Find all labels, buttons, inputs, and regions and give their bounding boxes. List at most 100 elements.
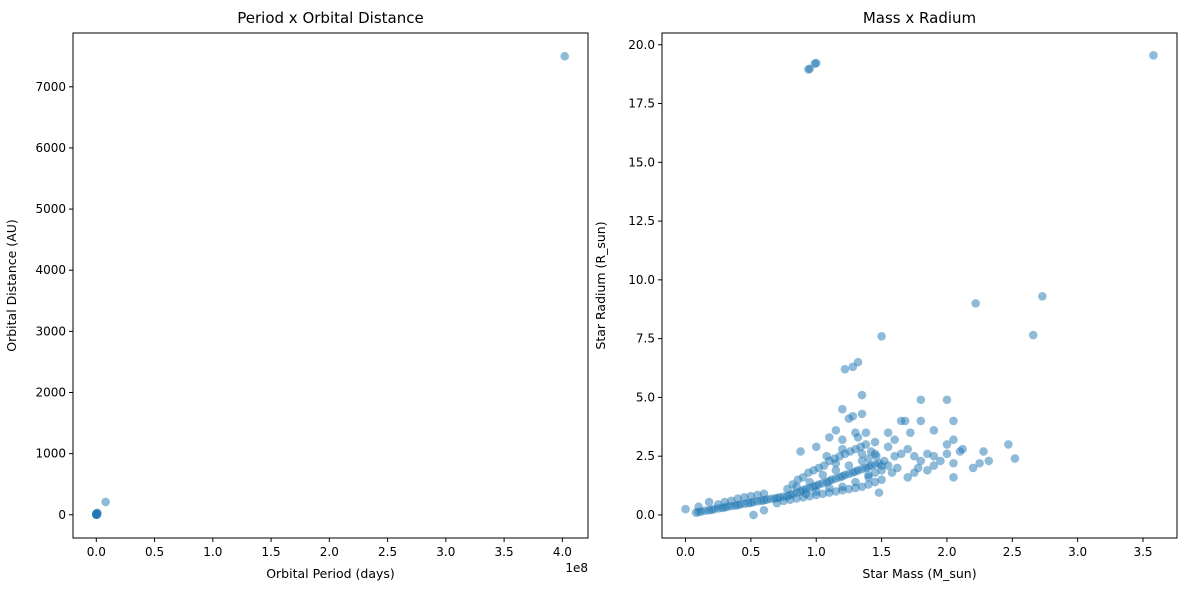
data-point [726, 496, 736, 506]
y-tick-label: 1000 [35, 447, 66, 461]
data-point [831, 426, 841, 435]
data-point [870, 477, 880, 487]
y-tick-label: 5.0 [636, 390, 655, 404]
y-tick-label: 17.5 [628, 97, 655, 111]
y-tick-label: 5000 [35, 202, 66, 216]
data-point [818, 489, 828, 499]
data-point [877, 331, 886, 341]
scatter-points [681, 51, 1158, 520]
data-point [805, 477, 814, 487]
x-tick-label: 0.0 [676, 545, 695, 559]
x-axis-label: Orbital Period (days) [266, 566, 395, 581]
data-point [772, 498, 782, 508]
data-point [92, 508, 102, 518]
data-point [101, 497, 110, 507]
data-point [877, 475, 886, 484]
data-point [857, 456, 867, 466]
chart-mass-radium: 0.0 0.5 1.0 1.5 2.0 2.5 3.0 3.5 0.0 2.5 5.0 7.5 10.0… [593, 9, 1178, 581]
data-point [883, 461, 893, 470]
data-point [838, 435, 847, 445]
data-point [892, 463, 902, 473]
data-point [838, 444, 847, 454]
data-point [883, 428, 893, 437]
data-point [848, 411, 858, 421]
data-point [942, 395, 952, 405]
data-point [968, 463, 978, 473]
data-point [681, 504, 690, 514]
data-point [759, 505, 769, 515]
data-point [853, 357, 863, 367]
x-tick-label: 2.0 [937, 545, 956, 559]
data-point [792, 482, 801, 492]
data-point [864, 480, 873, 489]
x-tick-label: 0.0 [87, 545, 106, 559]
x-tick-label: 2.5 [1003, 545, 1022, 559]
data-point [851, 428, 860, 437]
data-point [805, 64, 814, 74]
data-point [1004, 440, 1013, 449]
data-point [840, 364, 850, 374]
data-point [916, 456, 926, 466]
scatter-points [92, 51, 569, 520]
data-point [870, 437, 880, 447]
y-tick-label: 6000 [35, 141, 66, 155]
data-point [949, 416, 958, 426]
data-point [923, 449, 932, 459]
y-axis: 0.0 2.5 5.0 7.5 10.0 12.5 15.0 17.5 20.0 [628, 38, 662, 522]
data-point [883, 442, 893, 452]
x-tick-label: 3.5 [495, 545, 514, 559]
data-point [818, 470, 828, 480]
y-tick-label: 0.0 [636, 508, 655, 522]
x-offset-label: 1e8 [565, 561, 588, 575]
data-point [942, 440, 952, 449]
x-tick-label: 1.0 [203, 545, 222, 559]
data-point [890, 435, 899, 445]
data-point [811, 487, 821, 496]
y-tick-label: 20.0 [628, 38, 655, 52]
data-point [749, 510, 758, 520]
data-point [975, 458, 984, 468]
y-tick-label: 3000 [35, 324, 66, 338]
data-point [936, 456, 945, 466]
data-point [733, 494, 743, 503]
chart-title: Period x Orbital Distance [237, 9, 423, 27]
data-point [874, 488, 884, 497]
chart-period-distance: 0.0 0.5 1.0 1.5 2.0 2.5 3.0 3.5 4.0 0 1000 2000 3000… [4, 9, 589, 581]
data-point [870, 468, 880, 477]
data-point [740, 493, 749, 502]
x-tick-label: 4.0 [553, 545, 572, 559]
data-point [694, 502, 703, 512]
data-point [949, 473, 958, 482]
x-tick-label: 2.5 [378, 545, 397, 559]
y-tick-label: 7.5 [636, 332, 655, 346]
y-tick-label: 12.5 [628, 214, 655, 228]
y-axis-label: Orbital Distance (AU) [4, 219, 19, 351]
data-point [838, 482, 847, 492]
data-point [857, 409, 867, 419]
data-point [704, 497, 714, 507]
data-point [929, 461, 939, 470]
x-tick-label: 3.0 [436, 545, 455, 559]
data-point [857, 449, 867, 459]
y-tick-label: 2000 [35, 385, 66, 399]
data-point [906, 428, 915, 437]
data-point [1010, 454, 1020, 463]
data-point [796, 447, 805, 456]
data-point [720, 497, 730, 507]
data-point [929, 451, 939, 461]
y-axis: 0 1000 2000 3000 4000 5000 6000 7000 [35, 80, 73, 522]
data-point [759, 489, 769, 499]
data-point [825, 483, 834, 493]
x-axis-label: Star Mass (M_sun) [862, 566, 976, 581]
data-point [979, 447, 988, 456]
data-point [753, 490, 762, 500]
data-point [929, 426, 939, 435]
y-tick-label: 15.0 [628, 155, 655, 169]
data-point [861, 428, 871, 437]
y-tick-label: 2.5 [636, 449, 655, 463]
data-point [900, 416, 910, 426]
data-point [949, 435, 958, 445]
data-point [971, 299, 981, 308]
data-point [811, 58, 821, 68]
data-point [896, 449, 906, 459]
